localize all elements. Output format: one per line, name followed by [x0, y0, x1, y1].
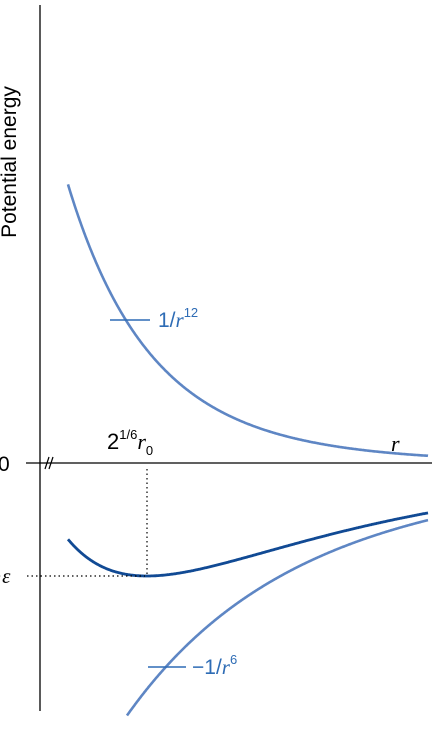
axis-break-icon: [44, 456, 54, 470]
min-label-base: 2: [107, 429, 119, 454]
repulsive-label: 1/r12: [158, 305, 198, 332]
min-position-label: 21/6r0: [107, 427, 153, 458]
repulsive-curve: [66, 184, 429, 458]
neg-epsilon-label: −ε: [0, 564, 11, 588]
lennard-jones-curve: [66, 511, 429, 578]
min-label-sub: 0: [146, 443, 153, 458]
zero-label: 0: [0, 453, 10, 476]
rep-label-exponent: 12: [184, 305, 198, 320]
min-label-exponent: 1/6: [119, 427, 137, 442]
y-axis-label: Potential energy: [0, 86, 21, 238]
rep-label-var: r: [176, 308, 185, 332]
rep-label-prefix: 1/: [158, 309, 176, 332]
attractive-label: −1/r6: [192, 652, 237, 679]
att-label-prefix: −1/: [192, 656, 222, 679]
r-axis-label: r: [391, 431, 400, 456]
attractive-curve: [125, 518, 429, 717]
min-label-var: r: [137, 429, 146, 454]
att-label-exponent: 6: [230, 652, 237, 667]
att-label-var: r: [222, 655, 231, 679]
